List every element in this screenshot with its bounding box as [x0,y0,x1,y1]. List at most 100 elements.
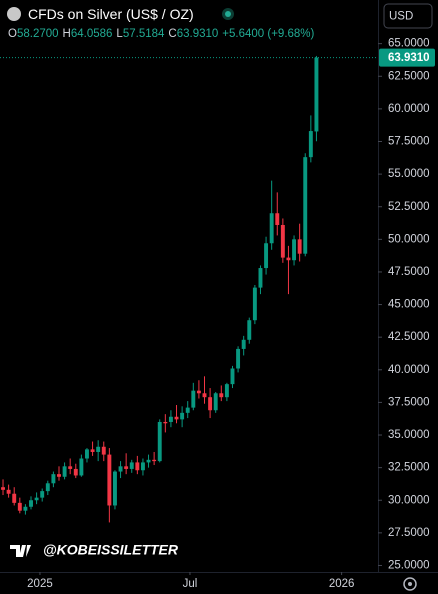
candle-body [258,268,263,288]
candle-body [163,421,168,424]
candle-body [112,471,117,506]
candle-body [40,491,45,498]
candle-body [230,368,235,385]
candle-body [314,57,319,132]
candle-body [213,393,218,411]
candle-body [29,500,33,507]
candle-body [280,224,285,258]
candle-body [6,489,11,494]
last-price-box [379,48,435,67]
y-tick-label: 65.0000 [388,38,430,50]
candle-body [146,459,151,463]
candle-body [264,243,269,269]
candle-body [308,131,313,158]
x-tick-label: 2026 [329,578,355,590]
legend-value: 57.5184 [122,28,165,40]
y-tick-label: 40.0000 [388,364,430,376]
candle-body [185,407,190,413]
symbol-icon [7,7,21,21]
candle-body [118,466,123,472]
candle-body [57,474,61,477]
candle-body [1,487,5,490]
ohlc-legend: O58.2700 H64.0586 L57.5184 C63.9310 +5.6400 … [8,28,314,40]
candle-body [157,421,162,462]
candle-body [124,466,129,469]
y-tick-label: 27.5000 [388,527,430,539]
candle-body [90,449,95,452]
candle-body [135,462,140,471]
candle-body [62,466,67,477]
candle-body [236,348,241,369]
candle-body [247,320,252,340]
watermark: @KOBEISSILETTER [43,542,179,558]
candle-body [174,416,179,420]
candle-body [286,257,291,261]
candle-body [85,449,89,459]
x-tick-label: Jul [183,578,198,590]
candle-body [34,497,39,501]
y-tick-label: 32.5000 [388,462,430,474]
currency-button[interactable] [383,3,433,29]
currency-label[interactable]: USD [389,11,413,23]
y-tick-label: 45.0000 [388,299,430,311]
candle-body [196,390,201,394]
candle-body [168,416,173,422]
candle-body [79,458,84,476]
candle-body [101,446,106,455]
y-tick-label: 50.0000 [388,233,430,245]
legend-field: C [168,28,177,40]
y-tick-label: 62.5000 [388,70,430,82]
legend-value: 63.9310 [176,28,219,40]
y-tick-label: 35.0000 [388,429,430,441]
candle-body [269,213,274,244]
y-tick-label: 37.5000 [388,396,430,408]
candle-body [275,213,280,225]
legend-field: L [116,28,123,40]
y-tick-label: 30.0000 [388,494,430,506]
candle-body [140,462,145,471]
y-tick-label: 42.5000 [388,331,430,343]
y-tick-label: 57.5000 [388,136,430,148]
settings-icon[interactable] [403,577,417,591]
settings-icon-center[interactable] [408,582,412,586]
candle-body [224,384,229,398]
candle-body [180,412,185,420]
chart-title: CFDs on Silver (US$ / OZ) [28,6,194,22]
candle-body [12,493,17,503]
candle-body [191,390,196,408]
candle-body [303,157,308,254]
y-tick-label: 52.5000 [388,201,430,213]
y-tick-label: 47.5000 [388,266,430,278]
candle-body [23,506,28,511]
legend-field: H [62,28,71,40]
y-tick-label: 25.0000 [388,560,430,572]
candle-body [51,474,56,484]
candle-body [73,468,78,476]
y-tick-label: 55.0000 [388,168,430,180]
watermark-logo [10,545,31,557]
candle-body [17,502,22,511]
candle-body [45,483,50,492]
y-tick-label: 60.0000 [388,103,430,115]
status-dot [225,11,231,17]
candle-body [252,287,257,321]
candle-body [208,397,213,411]
x-tick-label: 2025 [27,578,53,590]
candle-body [297,239,302,254]
candle-body [107,454,112,506]
candle-body [292,239,297,261]
last-price-label: 63.9310 [388,52,430,64]
candle-body [129,462,134,469]
candle-body [219,393,224,398]
candle-body [152,459,157,462]
legend-change: +5.6400 (+9.68%) [222,28,315,40]
legend-value: 64.0586 [70,28,113,40]
candle-body [96,446,101,452]
legend-value: 58.2700 [16,28,59,40]
candle-body [68,466,73,469]
candle-body [241,339,246,349]
legend-field: O [8,28,17,40]
candle-body [202,393,207,398]
